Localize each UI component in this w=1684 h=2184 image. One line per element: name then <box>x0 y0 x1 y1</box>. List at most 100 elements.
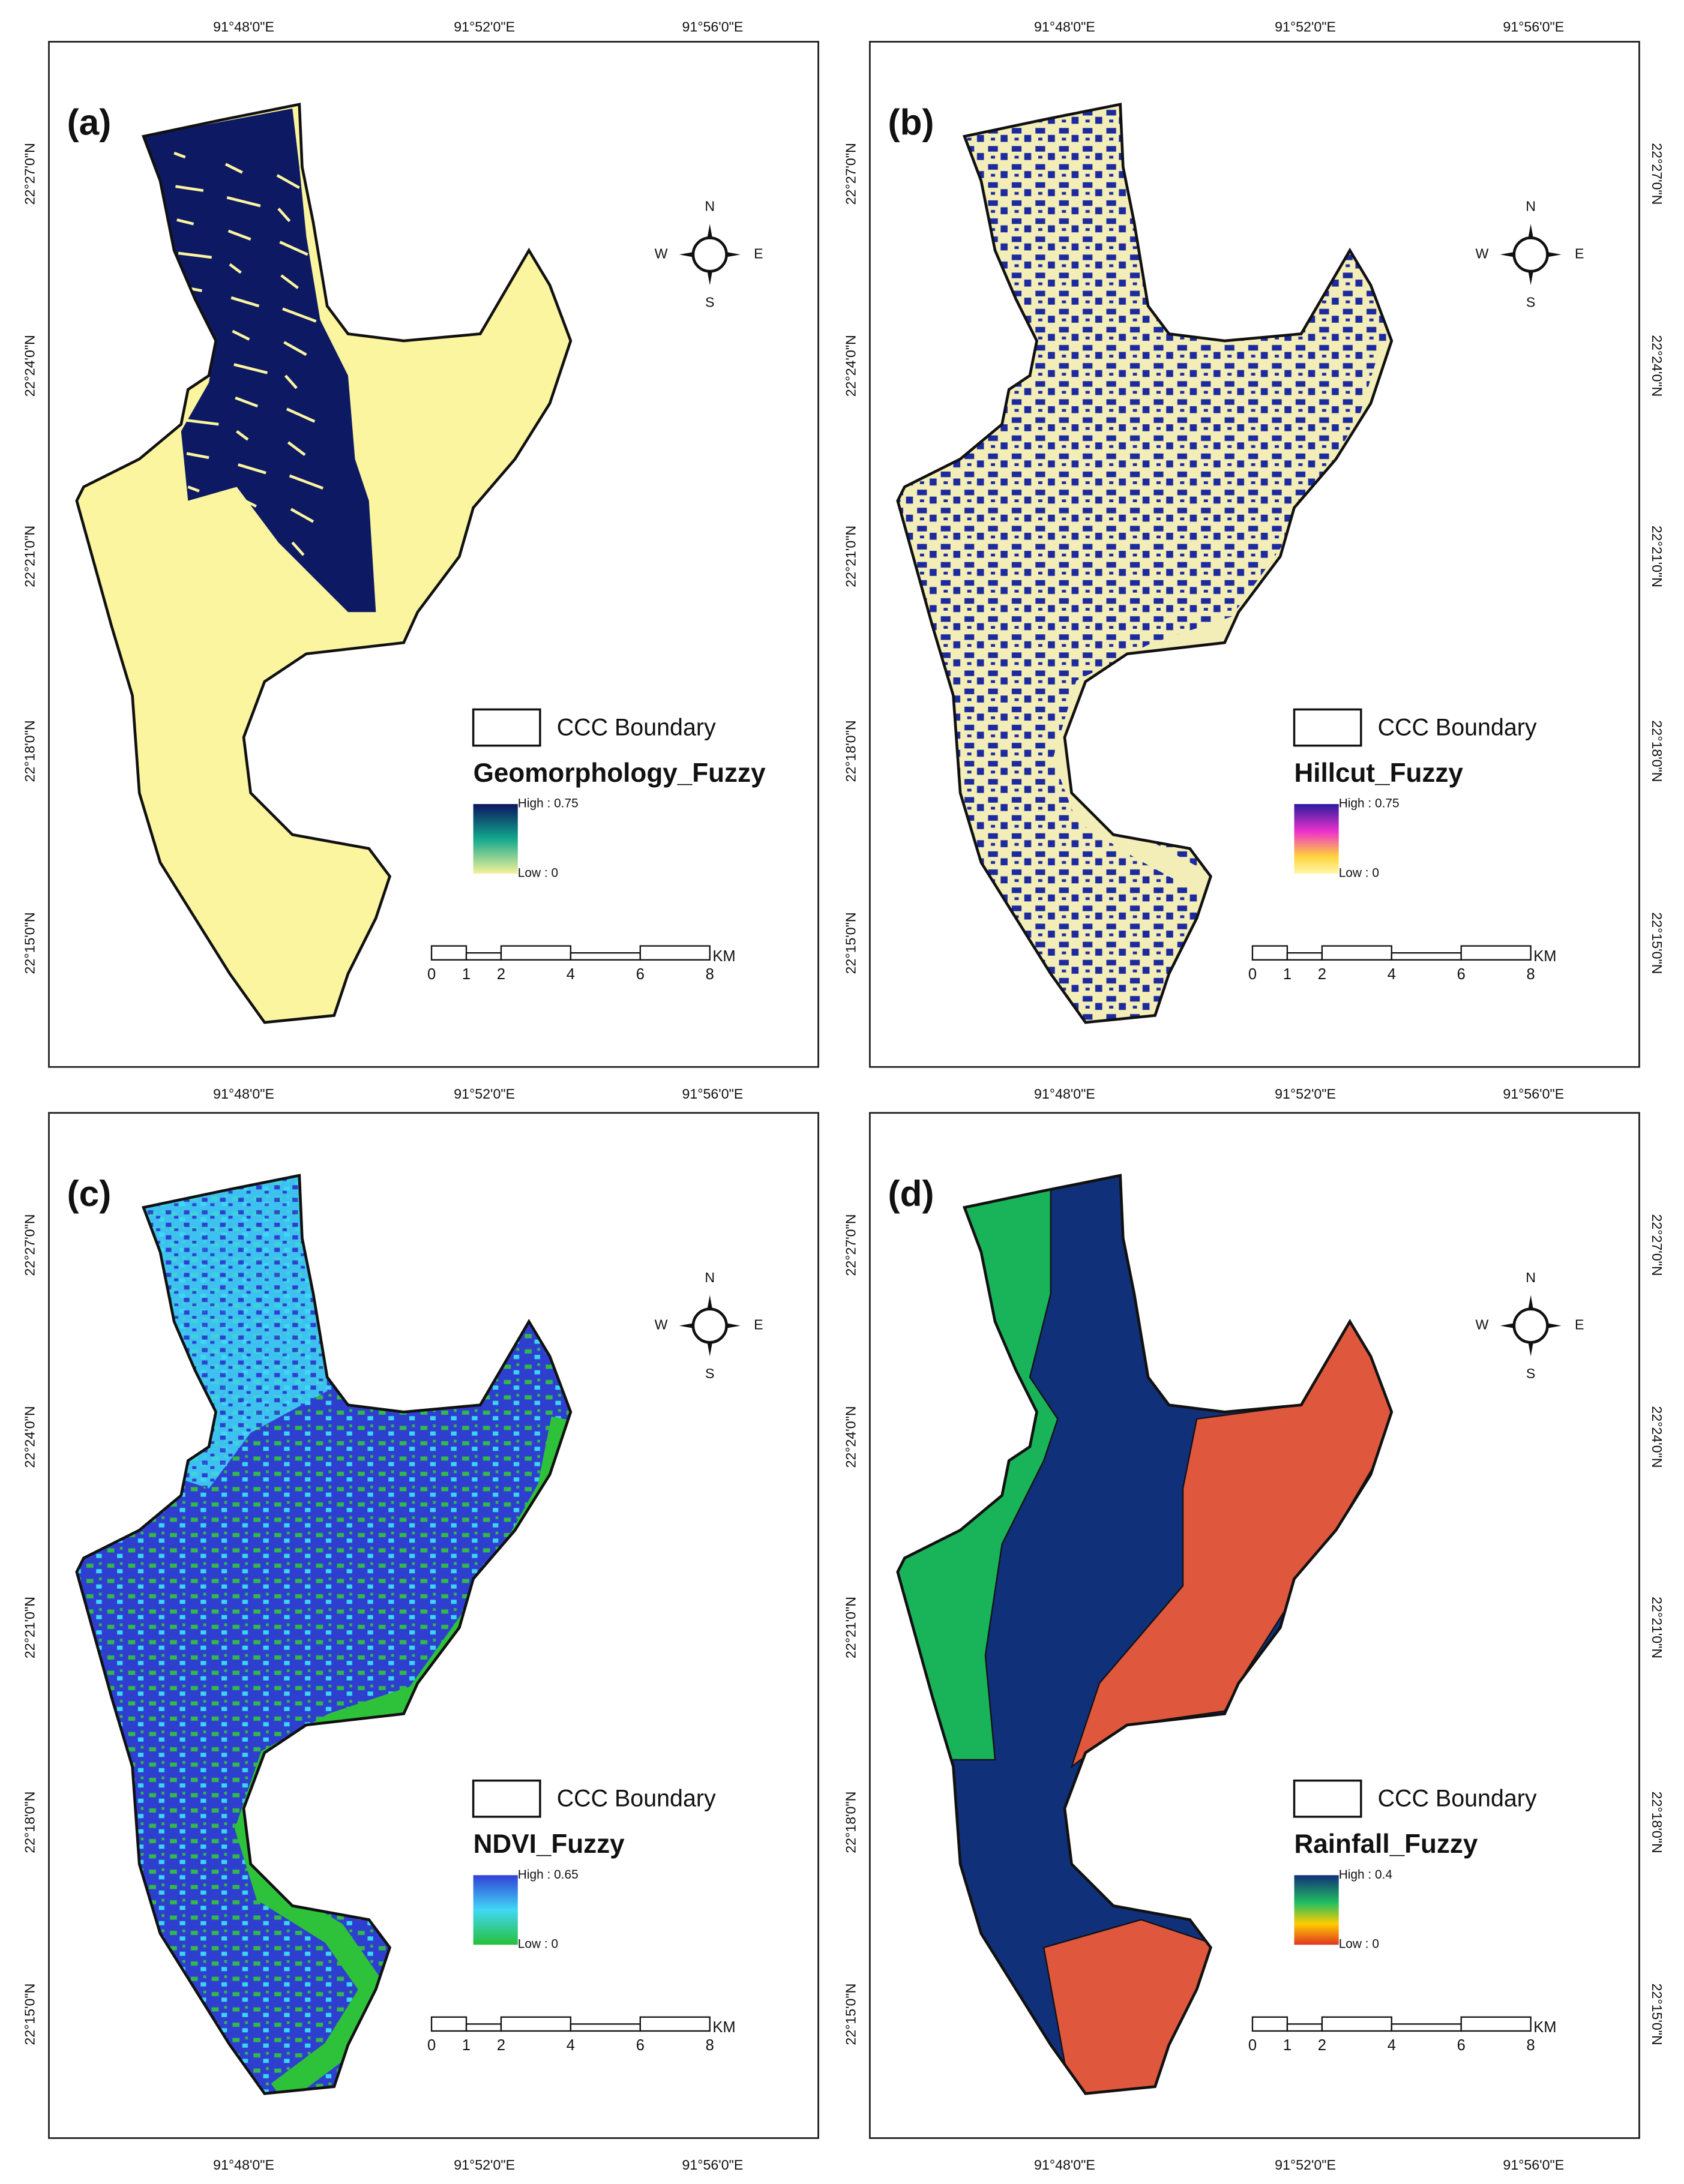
valley <box>284 374 298 389</box>
scale-segment <box>500 2016 572 2032</box>
valley <box>191 586 226 593</box>
valley <box>175 185 204 192</box>
map-panel: (a) N S E W CCC Boundary Geomorphology_Fuzzy Hi… <box>22 19 819 1102</box>
boundary-swatch <box>472 708 541 747</box>
lon-label: 91°52'0"E <box>1275 19 1336 34</box>
lat-label: 22°27'0"N <box>843 1214 858 1276</box>
scale-segment <box>1321 945 1392 961</box>
valley <box>230 296 260 308</box>
scale-label: 8 <box>1527 2037 1535 2054</box>
map-fill <box>76 104 571 1023</box>
scale-label: 2 <box>497 966 505 983</box>
scale-segment <box>1460 2016 1532 2032</box>
legend-low: Low : 0 <box>518 866 558 880</box>
panel-label: (c) <box>67 1173 112 1214</box>
compass-w: W <box>655 245 668 261</box>
lat-label: 22°27'0"N <box>1649 1214 1665 1276</box>
scale-label: 0 <box>1248 966 1257 983</box>
boundary <box>75 1174 573 2095</box>
compass-w: W <box>655 1317 668 1333</box>
lat-label: 22°24'0"N <box>22 335 37 397</box>
scale-segment <box>1286 2023 1323 2032</box>
lon-label: 91°48'0"E <box>213 1086 274 1102</box>
valley <box>232 329 250 341</box>
legend-ramp <box>1294 1875 1339 1945</box>
lat-label: 22°15'0"N <box>1649 912 1665 974</box>
valley <box>233 363 268 374</box>
map-panel: (c) N S E W CCC Boundary NDVI_Fuzzy High : 0.65… <box>22 1112 819 2173</box>
lon-label: 91°56'0"E <box>682 1086 743 1102</box>
valley <box>290 508 314 523</box>
lat-label: 22°24'0"N <box>843 335 858 397</box>
panel-label: (a) <box>67 102 112 143</box>
boundary <box>896 103 1394 1024</box>
compass-ring <box>1512 236 1549 273</box>
lat-label: 22°24'0"N <box>22 1406 37 1468</box>
lon-label: 91°56'0"E <box>682 2157 743 2173</box>
compass-e: E <box>754 1317 763 1333</box>
boundary-label: CCC Boundary <box>1378 714 1537 740</box>
compass-n: N <box>705 199 715 214</box>
valley <box>239 496 257 508</box>
valley <box>236 430 249 441</box>
legend-high: High : 0.65 <box>518 1868 579 1882</box>
compass-e: E <box>1575 1317 1584 1333</box>
lat-label: 22°24'0"N <box>1649 335 1665 397</box>
valley <box>280 274 299 289</box>
lon-label: 91°48'0"E <box>1034 19 1095 34</box>
scale-label: 8 <box>706 966 714 983</box>
valley <box>238 463 266 475</box>
scale-segment <box>639 945 711 961</box>
valley <box>229 263 242 274</box>
scale-label: 0 <box>1248 2037 1257 2054</box>
lat-label: 22°27'0"N <box>22 1214 37 1276</box>
legend-high: High : 0.75 <box>518 797 579 811</box>
lat-label: 22°18'0"N <box>843 1792 858 1853</box>
lat-label: 22°21'0"N <box>22 526 37 587</box>
lon-label: 91°52'0"E <box>454 2157 515 2173</box>
scale-label: 6 <box>1457 966 1466 983</box>
boundary-swatch <box>1293 708 1362 747</box>
valley <box>226 196 261 208</box>
compass-e: E <box>754 245 763 261</box>
panel-label: (b) <box>888 102 934 143</box>
lat-label: 22°24'0"N <box>1649 1406 1665 1468</box>
scale-label: 2 <box>1318 966 1326 983</box>
lon-label: 91°52'0"E <box>1275 1086 1336 1102</box>
scale-segment <box>430 2016 468 2032</box>
lat-label: 22°18'0"N <box>22 720 37 782</box>
scale-unit: KM <box>712 948 735 965</box>
scale-segment <box>1286 952 1323 961</box>
lat-label: 22°21'0"N <box>1649 526 1665 587</box>
legend-title: Hillcut_Fuzzy <box>1295 758 1464 788</box>
lon-label: 91°48'0"E <box>1034 2157 1095 2173</box>
valley <box>173 151 186 159</box>
lon-label: 91°56'0"E <box>1503 19 1564 34</box>
scale-segment <box>500 945 572 961</box>
compass-ring <box>691 1307 728 1344</box>
lon-label: 91°56'0"E <box>1503 2157 1564 2173</box>
legend-ramp <box>1294 804 1339 874</box>
scale-segment <box>1460 945 1532 961</box>
scale-label: 1 <box>462 2037 471 2054</box>
legend-ramp <box>473 804 518 874</box>
valley <box>277 208 291 223</box>
legend-low: Low : 0 <box>1339 1937 1379 1951</box>
scale-label: 8 <box>706 2037 714 2054</box>
scale-label: 4 <box>1388 966 1396 983</box>
lat-label: 22°15'0"N <box>843 912 858 974</box>
valley <box>240 530 275 541</box>
scale-label: 1 <box>1283 2037 1292 2054</box>
compass-s: S <box>1526 295 1535 310</box>
scale-label: 2 <box>1318 2037 1326 2054</box>
scale-segment <box>430 945 468 961</box>
lon-label: 91°52'0"E <box>454 1086 515 1102</box>
lon-label: 91°56'0"E <box>1503 1086 1564 1102</box>
valley <box>286 407 316 423</box>
legend-title: Geomorphology_Fuzzy <box>474 758 766 788</box>
lat-label: 22°15'0"N <box>22 1984 37 2045</box>
scale-label: 6 <box>636 2037 645 2054</box>
compass-ring <box>1512 1307 1549 1344</box>
valley <box>190 552 208 559</box>
boundary <box>896 1174 1394 2095</box>
